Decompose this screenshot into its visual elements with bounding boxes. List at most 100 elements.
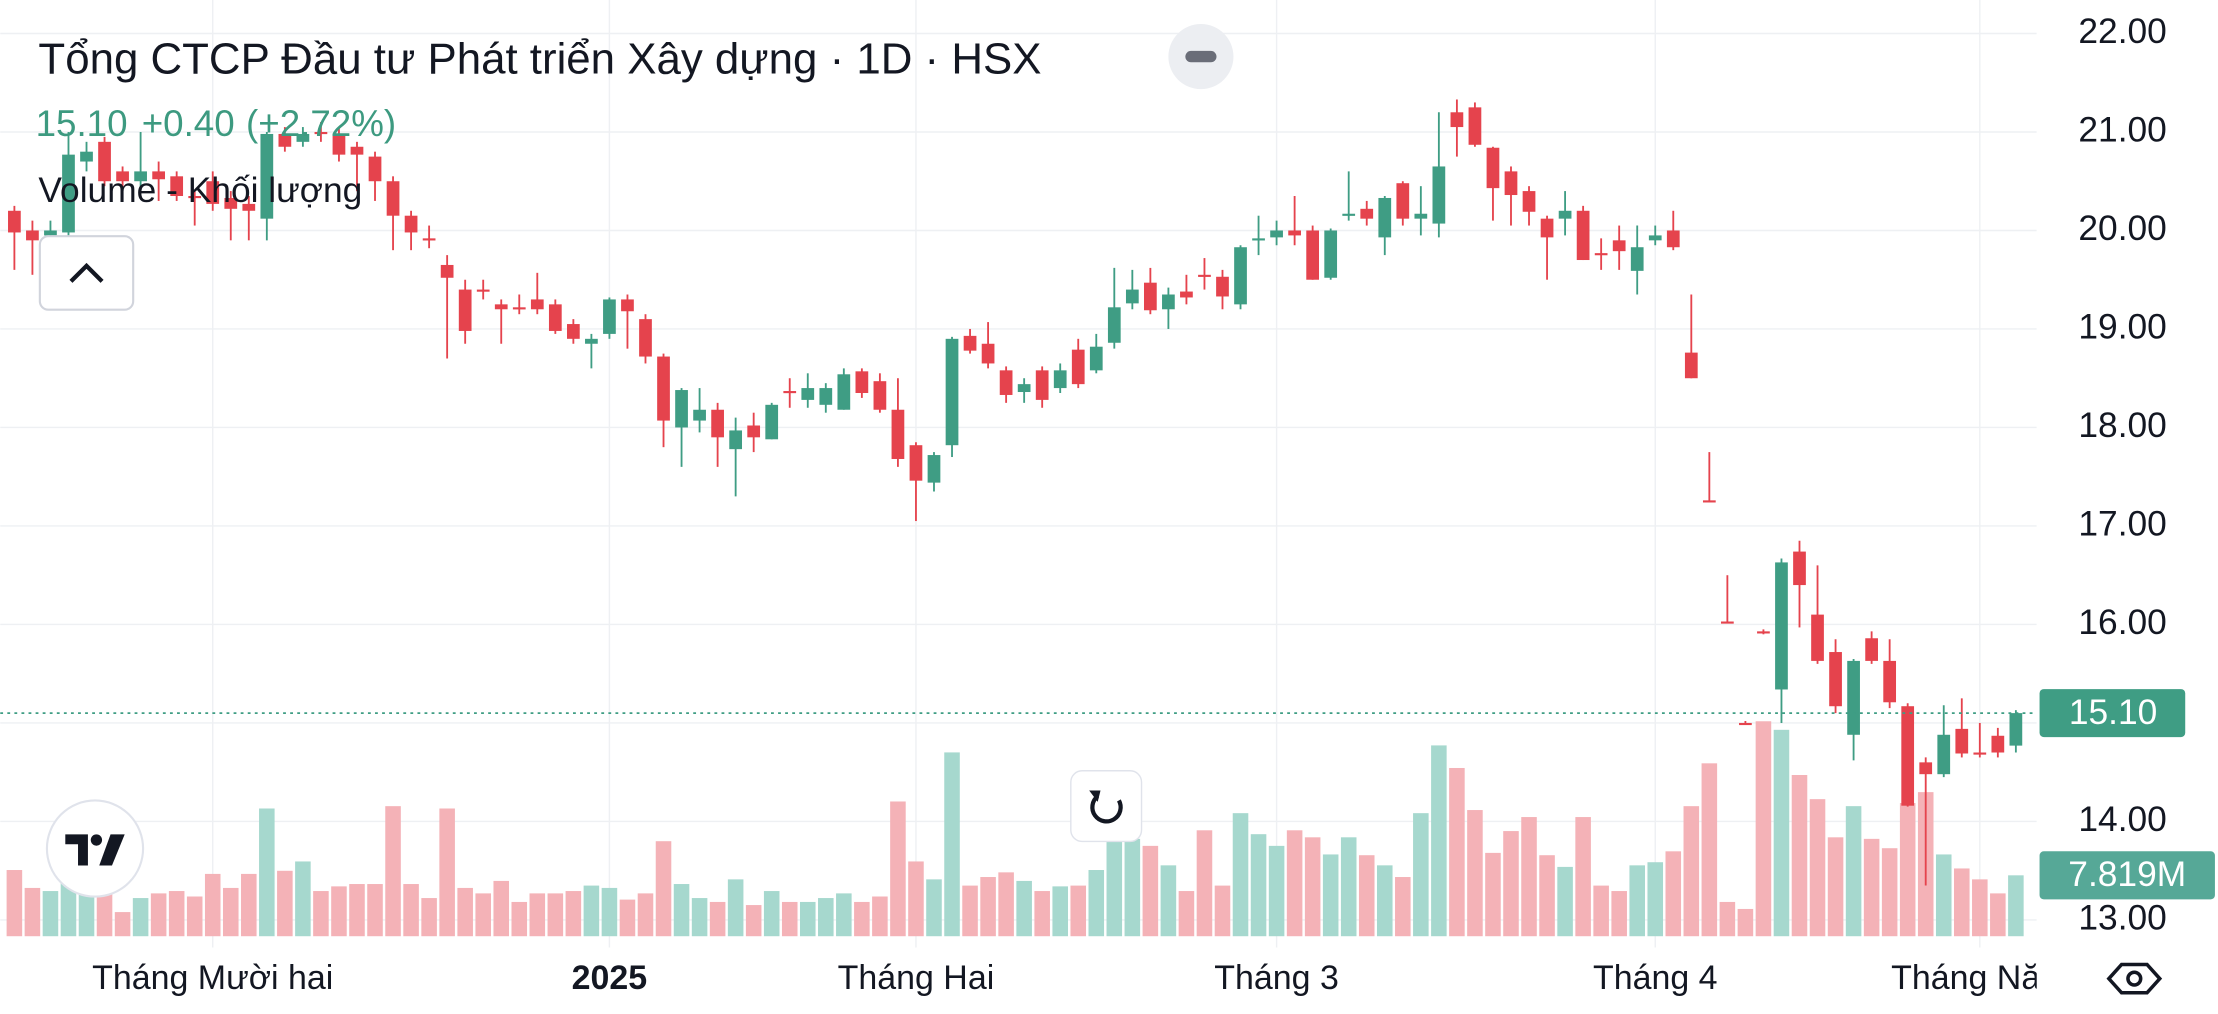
x-tick-label: Tháng Mười hai xyxy=(92,959,333,997)
volume-bar xyxy=(2008,875,2024,937)
candle-body xyxy=(1288,230,1301,236)
volume-bar xyxy=(1016,880,1032,937)
volume-bar xyxy=(277,870,293,937)
volume-bar xyxy=(890,801,906,937)
volume-bar xyxy=(1413,813,1429,937)
reload-arrow[interactable] xyxy=(1089,790,1101,802)
volume-bar xyxy=(1755,721,1772,937)
candle-body xyxy=(945,338,959,446)
button-bg[interactable] xyxy=(1070,770,1143,843)
volume-bar xyxy=(1629,865,1645,937)
volume-bar xyxy=(1106,834,1123,937)
candle-body xyxy=(1775,562,1788,690)
candle-body xyxy=(1053,370,1067,389)
volume-bar xyxy=(1485,852,1501,937)
volume-bar xyxy=(1503,831,1519,937)
candle-body xyxy=(1630,247,1644,271)
reload-icon[interactable] xyxy=(1090,794,1123,824)
candle-body xyxy=(2009,713,2023,746)
candle-body xyxy=(1757,631,1770,634)
candle-body xyxy=(1648,235,1662,241)
volume-bar xyxy=(763,891,780,937)
candle-body xyxy=(1901,706,1915,806)
volume-bar xyxy=(799,901,816,937)
volume-value-box xyxy=(2039,851,2215,900)
candle-body xyxy=(548,304,562,331)
candle-body xyxy=(1486,147,1500,189)
candle-body xyxy=(188,196,202,199)
candle-body xyxy=(26,230,39,241)
settings-icon[interactable] xyxy=(2106,962,2163,995)
candle-body xyxy=(585,338,598,344)
candle-body xyxy=(1342,213,1356,216)
volume-bar xyxy=(511,901,528,937)
volume-bar xyxy=(1034,891,1050,937)
volume-bar xyxy=(259,808,275,937)
candle-body xyxy=(1324,230,1338,278)
volume-bar xyxy=(1593,885,1609,937)
volume-bar xyxy=(781,901,798,937)
hide-indicators-button[interactable] xyxy=(38,235,135,311)
candle-body xyxy=(1071,349,1085,385)
volume-bar xyxy=(1935,854,1952,937)
collapse-legend-button[interactable] xyxy=(1168,24,1234,90)
volume-bar xyxy=(745,905,762,937)
chevron-up-icon[interactable] xyxy=(69,262,104,283)
volume-bar xyxy=(709,901,726,937)
volume-bar xyxy=(1124,838,1141,937)
button-bg[interactable] xyxy=(38,235,135,311)
logo-mark[interactable] xyxy=(99,834,125,866)
candle-body xyxy=(1504,171,1518,196)
candle-body xyxy=(1955,728,1969,754)
volume-bar xyxy=(1268,845,1285,937)
volume-bar xyxy=(962,885,978,937)
candle-body xyxy=(494,304,508,310)
candle-body xyxy=(639,319,652,357)
volume-bar xyxy=(439,808,455,937)
reset-chart-button[interactable] xyxy=(1070,770,1143,843)
volume-bar xyxy=(998,872,1014,937)
logo-mark[interactable] xyxy=(65,834,88,866)
volume-bar xyxy=(619,899,636,937)
logo[interactable] xyxy=(45,799,145,898)
volume-bar xyxy=(1665,851,1682,937)
volume-bar xyxy=(1557,866,1573,937)
volume-bar xyxy=(980,877,996,937)
candle-body xyxy=(404,215,418,233)
candle-body xyxy=(98,141,111,182)
logo-bg[interactable] xyxy=(45,799,145,898)
volume-bar xyxy=(1647,862,1664,937)
volume-bar xyxy=(1827,837,1844,937)
volume-bar xyxy=(529,893,546,937)
candle-body xyxy=(1522,191,1536,212)
candle-body xyxy=(729,430,743,450)
candle-body xyxy=(657,356,670,421)
volume-bar xyxy=(204,873,221,937)
last-price-label: 15.10 xyxy=(2069,693,2157,732)
volume-bar xyxy=(691,898,708,937)
volume-bar xyxy=(331,886,347,937)
candle-body xyxy=(1612,240,1626,252)
volume-bar xyxy=(1196,830,1213,937)
volume-bar xyxy=(1881,848,1898,937)
candle-body xyxy=(530,299,544,310)
logo-dot[interactable] xyxy=(90,834,103,846)
settings-icon-center[interactable] xyxy=(2126,970,2143,987)
candle-body xyxy=(476,289,490,292)
candle-body xyxy=(1414,213,1428,219)
candle-body xyxy=(1666,230,1680,248)
settings-button[interactable] xyxy=(2106,962,2163,995)
candle-body xyxy=(999,370,1013,395)
candle-body xyxy=(1234,247,1247,305)
volume-bar xyxy=(1052,886,1068,937)
volume-bar xyxy=(727,879,744,937)
change: +0.40 xyxy=(142,103,235,144)
candle-body xyxy=(152,171,166,180)
candle-body xyxy=(621,299,634,312)
last-price-box xyxy=(2039,689,2186,738)
minus-icon[interactable] xyxy=(1185,50,1217,63)
volume-bar xyxy=(1467,810,1483,937)
candle-body xyxy=(1739,722,1752,726)
candle-body xyxy=(440,264,454,278)
